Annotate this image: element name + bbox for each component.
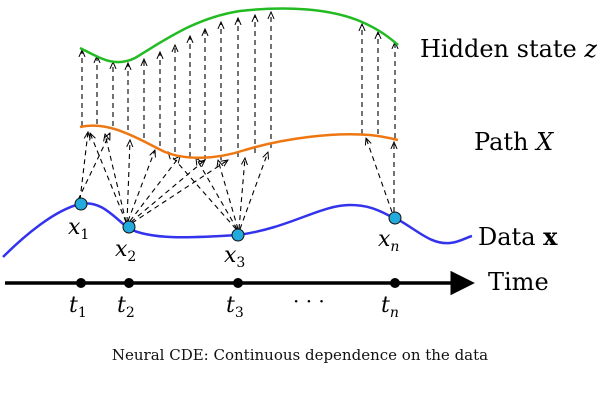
time-label-t1: t1 — [69, 293, 87, 321]
diagonal-arrow — [196, 158, 238, 230]
diagonal-arrow — [127, 140, 130, 223]
tick-t3 — [233, 278, 243, 288]
diagonal-arrow — [127, 150, 155, 222]
data-point-x2 — [122, 220, 136, 234]
diagonal-arrow — [130, 160, 205, 223]
time-label-t2: t2 — [117, 293, 135, 321]
path-x-curve — [79, 124, 399, 159]
figure-caption: Neural CDE: Continuous dependence on the… — [112, 346, 488, 364]
data-point-x1 — [74, 197, 88, 211]
data-label: Data x — [478, 222, 558, 251]
tick-tn — [390, 278, 400, 288]
time-ticks — [76, 278, 400, 288]
diagonal-arrow — [238, 158, 245, 230]
time-ellipsis: · · · — [293, 289, 325, 313]
diagonal-arrow — [90, 133, 127, 223]
diagonal-arrow — [218, 160, 239, 230]
tick-t2 — [124, 278, 134, 288]
diagonal-arrow — [77, 133, 110, 201]
time-label: Time — [488, 268, 549, 296]
diagonal-arrow — [129, 156, 180, 222]
diagonal-arrow — [105, 134, 127, 223]
path-label: Path X — [474, 128, 554, 156]
diagonal-arrow — [168, 152, 237, 230]
hidden-state-curve — [79, 7, 399, 64]
data-point-xn — [388, 211, 402, 225]
data-point-x3 — [231, 228, 245, 242]
data-label-x1: x1 — [68, 215, 89, 243]
data-to-path-arrows — [77, 132, 394, 230]
data-label-x3: x3 — [224, 243, 245, 271]
diagonal-arrow — [366, 138, 393, 213]
time-label-t3: t3 — [226, 293, 244, 321]
data-label-xn: xn — [378, 227, 399, 255]
data-points — [74, 197, 402, 242]
data-label-x2: x2 — [115, 237, 136, 265]
diagonal-arrow — [79, 132, 88, 201]
time-label-tn: tn — [381, 293, 399, 321]
diagonal-arrow — [239, 152, 268, 230]
diagonal-arrow — [131, 160, 228, 224]
path-to-hidden-arrows — [82, 12, 395, 160]
hidden-state-label: Hidden state z — [420, 35, 597, 63]
tick-t1 — [76, 278, 86, 288]
